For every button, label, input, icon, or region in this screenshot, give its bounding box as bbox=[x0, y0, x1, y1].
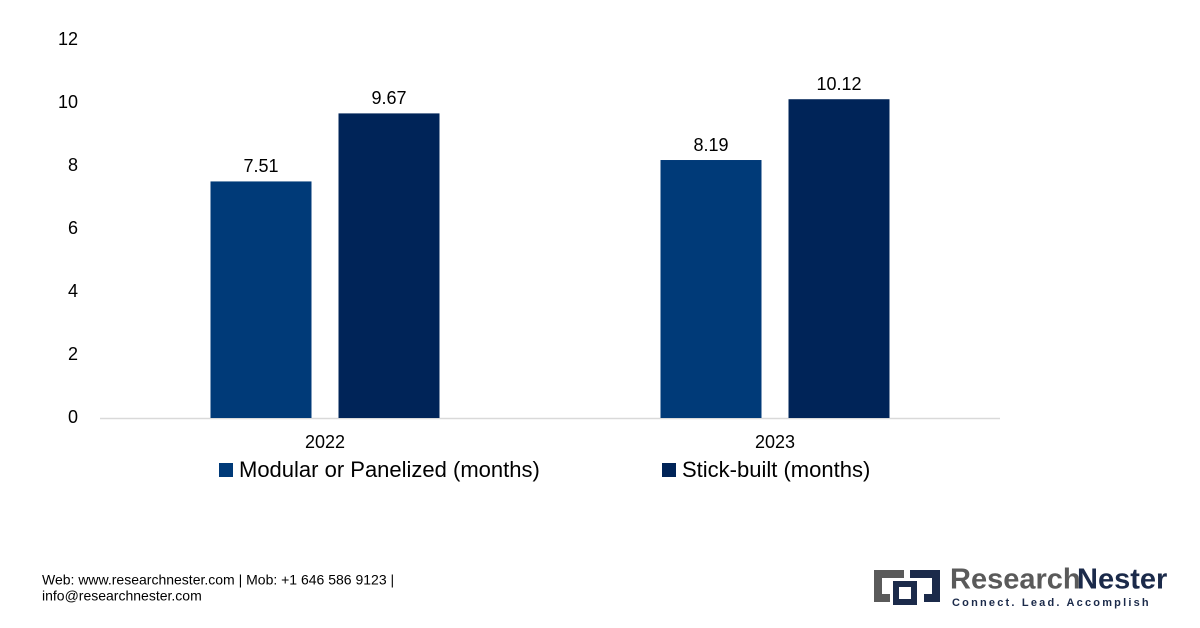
bar bbox=[788, 99, 890, 418]
y-tick-label: 6 bbox=[68, 218, 78, 238]
logo-word: Research bbox=[950, 564, 1081, 596]
y-tick-label: 4 bbox=[68, 281, 78, 301]
legend-label: Modular or Panelized (months) bbox=[239, 457, 540, 482]
data-label: 10.12 bbox=[816, 74, 861, 94]
legend-swatch bbox=[662, 463, 676, 477]
bar bbox=[210, 181, 312, 418]
data-label: 8.19 bbox=[693, 135, 728, 155]
y-tick-label: 0 bbox=[68, 407, 78, 427]
bar bbox=[338, 113, 440, 419]
footer-text: Web: www.researchnester.com | Mob: +1 64… bbox=[42, 572, 394, 588]
data-label: 9.67 bbox=[371, 88, 406, 108]
legend-swatch bbox=[219, 463, 233, 477]
y-tick-label: 10 bbox=[58, 92, 78, 112]
legend-label: Stick-built (months) bbox=[682, 457, 870, 482]
bar bbox=[660, 160, 762, 418]
logo-tagline: Connect. Lead. Accomplish bbox=[952, 597, 1151, 609]
data-label: 7.51 bbox=[243, 156, 278, 176]
y-tick-label: 8 bbox=[68, 155, 78, 175]
y-tick-label: 2 bbox=[68, 344, 78, 364]
x-tick-label: 2023 bbox=[755, 432, 795, 452]
footer-text: info@researchnester.com bbox=[42, 588, 202, 604]
logo-icon bbox=[874, 570, 940, 605]
logo-word: Nester bbox=[1077, 564, 1167, 596]
x-tick-label: 2022 bbox=[305, 432, 345, 452]
y-tick-label: 12 bbox=[58, 29, 78, 49]
